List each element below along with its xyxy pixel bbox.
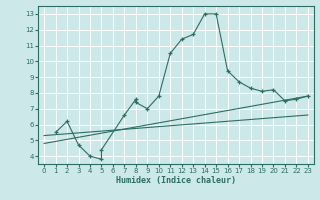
X-axis label: Humidex (Indice chaleur): Humidex (Indice chaleur) [116,176,236,185]
